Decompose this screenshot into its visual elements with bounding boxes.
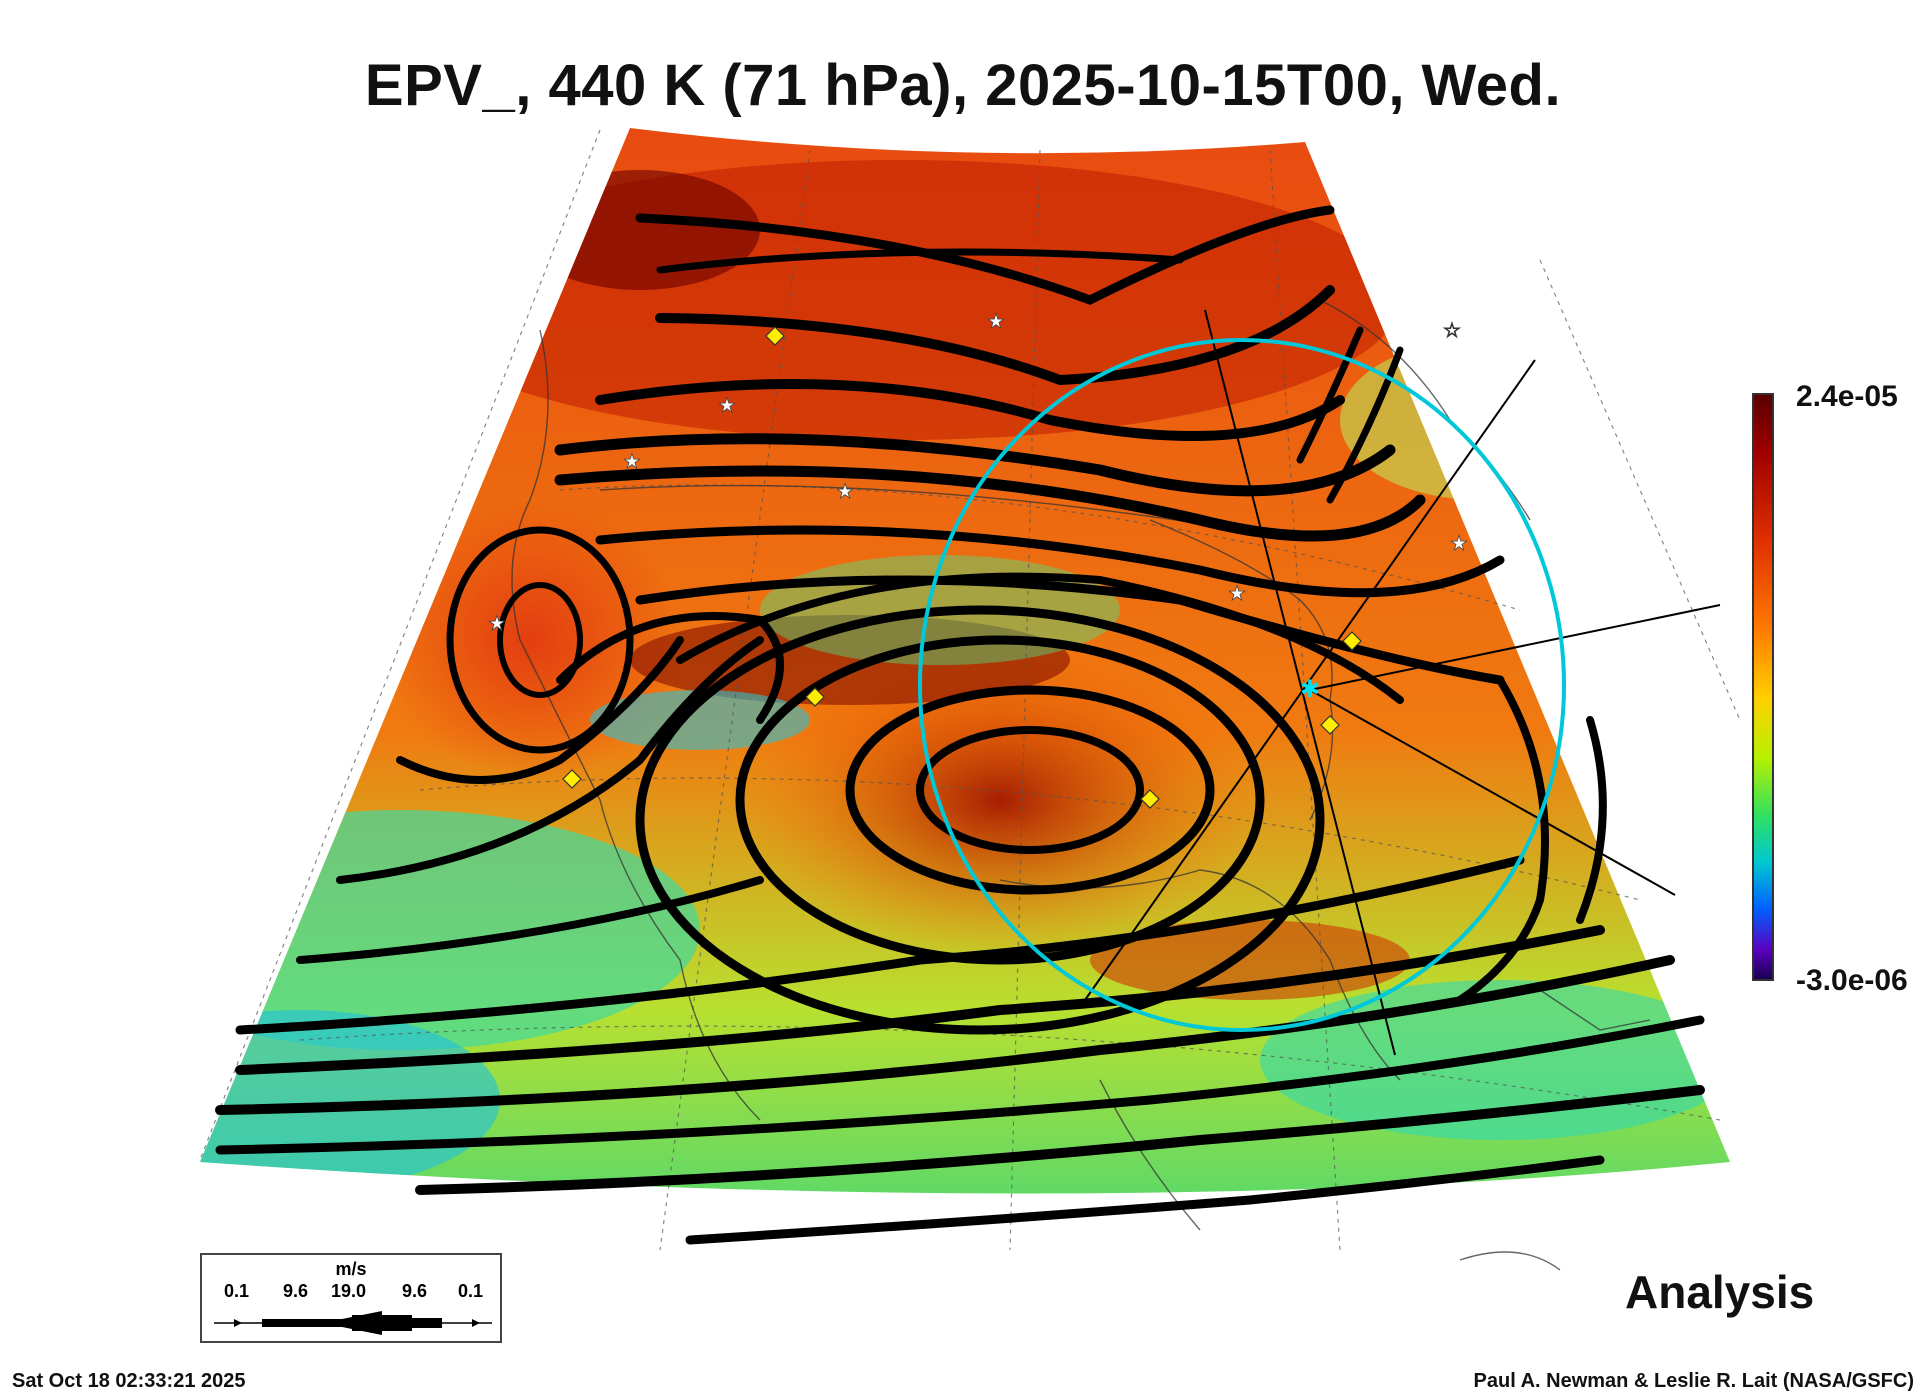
legend-tick: 9.6: [283, 1281, 309, 1301]
colorbar: [1752, 393, 1774, 981]
map-title: EPV_, 440 K (71 hPa), 2025-10-15T00, Wed…: [364, 53, 1562, 118]
diamond-icon: [1320, 715, 1340, 735]
colorbar-min-label: -3.0e-06: [1796, 964, 1908, 997]
center-star-icon: ✱: [1300, 676, 1320, 703]
legend-tick: 0.1: [224, 1281, 250, 1301]
star-icon: ★: [987, 309, 1005, 333]
legend-tick: 0.1: [458, 1281, 484, 1301]
wind-streamlines: [215, 205, 1705, 1245]
diamond-icon: [1140, 789, 1160, 809]
star-icon: ★: [718, 393, 736, 417]
diamond-icon: [805, 687, 825, 707]
site-markers-stars: ★ ★ ★ ★ ★ ★ ★: [488, 309, 1469, 636]
star-icon: ★: [1228, 581, 1246, 605]
diamond-icon: [562, 769, 582, 789]
legend-tick: 9.6: [402, 1281, 428, 1301]
star-icon: ★: [623, 449, 641, 473]
colorbar-max-label: 2.4e-05: [1796, 380, 1898, 413]
legend-unit: m/s: [335, 1259, 367, 1279]
timestamp: Sat Oct 18 02:33:21 2025: [12, 1370, 246, 1392]
legend-arrow-icon: [214, 1311, 492, 1335]
product-label: Analysis: [1625, 1266, 1815, 1318]
star-icon: ★: [836, 479, 854, 503]
site-markers-diamonds: [562, 326, 1362, 809]
diamond-icon: [1342, 631, 1362, 651]
star-icon: ★: [1450, 531, 1468, 555]
star-icon: ★: [488, 611, 506, 635]
wind-speed-legend: m/s 0.1 9.6 19.0 9.6 0.1: [200, 1253, 502, 1343]
observation-range-circle: [918, 338, 1566, 1032]
observation-lines: [1084, 309, 1721, 1056]
legend-tick: 19.0: [331, 1281, 367, 1301]
credit: Paul A. Newman & Leslie R. Lait (NASA/GS…: [1473, 1370, 1914, 1392]
diamond-icon: [765, 326, 785, 346]
star-outline-icon: ☆: [1443, 318, 1461, 342]
